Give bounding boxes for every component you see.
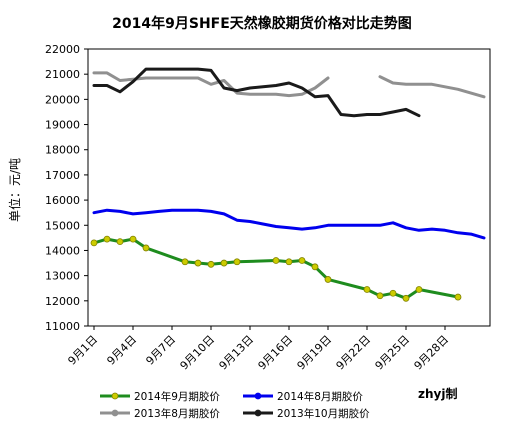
chart-title: 2014年9月SHFE天然橡胶期货价格对比走势图 — [112, 15, 412, 32]
series-4 — [92, 67, 421, 118]
data-point — [389, 289, 397, 297]
series-line — [92, 71, 330, 98]
series-1 — [90, 235, 462, 302]
y-tick-label: 18000 — [45, 144, 80, 157]
legend-marker — [111, 409, 119, 417]
credit-label: zhyj制 — [418, 386, 457, 401]
legend-item: 2014年8月期胶价 — [243, 390, 363, 403]
plot-frame — [87, 48, 491, 327]
legend-item: 2013年8月期胶价 — [100, 407, 220, 420]
data-point — [363, 286, 371, 293]
data-point — [207, 260, 215, 268]
data-point — [415, 286, 423, 293]
y-tick-label: 15000 — [45, 219, 80, 232]
data-point — [129, 235, 137, 243]
x-tick-label: 9月16日 — [256, 333, 296, 373]
y-axis-label: 单位：元/吨 — [7, 158, 22, 222]
x-tick-label: 9月4日 — [104, 333, 139, 368]
y-tick-label: 17000 — [45, 169, 80, 182]
y-tick-label: 13000 — [45, 270, 80, 283]
data-point — [324, 276, 332, 283]
data-point — [311, 263, 319, 271]
legend-label: 2014年8月期胶价 — [277, 390, 363, 403]
legend-marker — [254, 409, 262, 417]
legend-label: 2013年8月期胶价 — [134, 407, 220, 420]
data-point — [298, 257, 306, 264]
data-point — [116, 238, 124, 246]
plot-area: 11000 12000 13000 14000 15000 16000 17000 18000… — [45, 43, 491, 373]
x-tick-label: 9月28日 — [412, 333, 452, 373]
x-tick-label: 9月10日 — [178, 333, 218, 373]
legend-item: 2013年10月期胶价 — [243, 407, 370, 420]
y-tick-label: 12000 — [45, 295, 80, 308]
data-point — [142, 244, 150, 252]
series-2 — [92, 208, 486, 240]
data-point — [103, 235, 111, 243]
series-line — [92, 208, 486, 240]
data-point — [376, 292, 384, 300]
legend-label: 2013年10月期胶价 — [277, 407, 370, 420]
x-tick-label: 9月13日 — [217, 333, 257, 373]
x-tick-label: 9月22日 — [334, 333, 374, 373]
legend-marker — [111, 392, 119, 400]
legend-item: 2014年9月期胶价 — [100, 390, 220, 403]
y-tick-label: 16000 — [45, 194, 80, 207]
series-line — [378, 75, 486, 99]
x-tick-label: 9月25日 — [373, 333, 413, 373]
series-3 — [92, 71, 486, 99]
series-line — [92, 67, 421, 118]
data-point — [402, 294, 410, 302]
legend-label: 2014年9月期胶价 — [134, 390, 220, 403]
y-tick-label: 19000 — [45, 119, 80, 132]
y-tick-label: 14000 — [45, 244, 80, 257]
data-point — [272, 257, 280, 264]
data-point — [233, 258, 241, 266]
y-tick-label: 20000 — [45, 93, 80, 106]
data-point — [90, 239, 98, 247]
y-tick-label: 11000 — [45, 320, 80, 333]
legend: 2014年9月期胶价 2014年8月期胶价 2013年8月期胶价 2013年10月期胶… — [100, 390, 370, 420]
data-point — [454, 293, 462, 301]
data-point — [194, 259, 202, 267]
data-point — [285, 258, 293, 266]
x-tick-label: 9月19日 — [295, 333, 335, 373]
data-point — [181, 258, 189, 266]
y-tick-label: 22000 — [45, 43, 80, 56]
data-point — [220, 259, 228, 267]
x-tick-label: 9月1日 — [65, 333, 100, 368]
y-tick-label: 21000 — [45, 68, 80, 81]
legend-marker — [254, 392, 262, 400]
x-tick-label: 9月7日 — [143, 333, 178, 368]
